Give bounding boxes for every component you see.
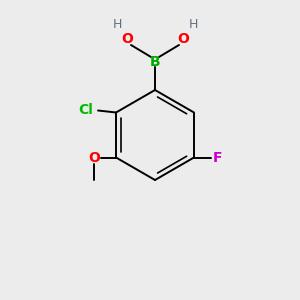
- Text: H: H: [188, 19, 198, 32]
- Text: B: B: [150, 55, 160, 69]
- Text: O: O: [121, 32, 133, 46]
- Text: O: O: [177, 32, 189, 46]
- Text: O: O: [88, 151, 100, 164]
- Text: F: F: [213, 151, 223, 164]
- Text: H: H: [112, 19, 122, 32]
- Text: Cl: Cl: [79, 103, 94, 116]
